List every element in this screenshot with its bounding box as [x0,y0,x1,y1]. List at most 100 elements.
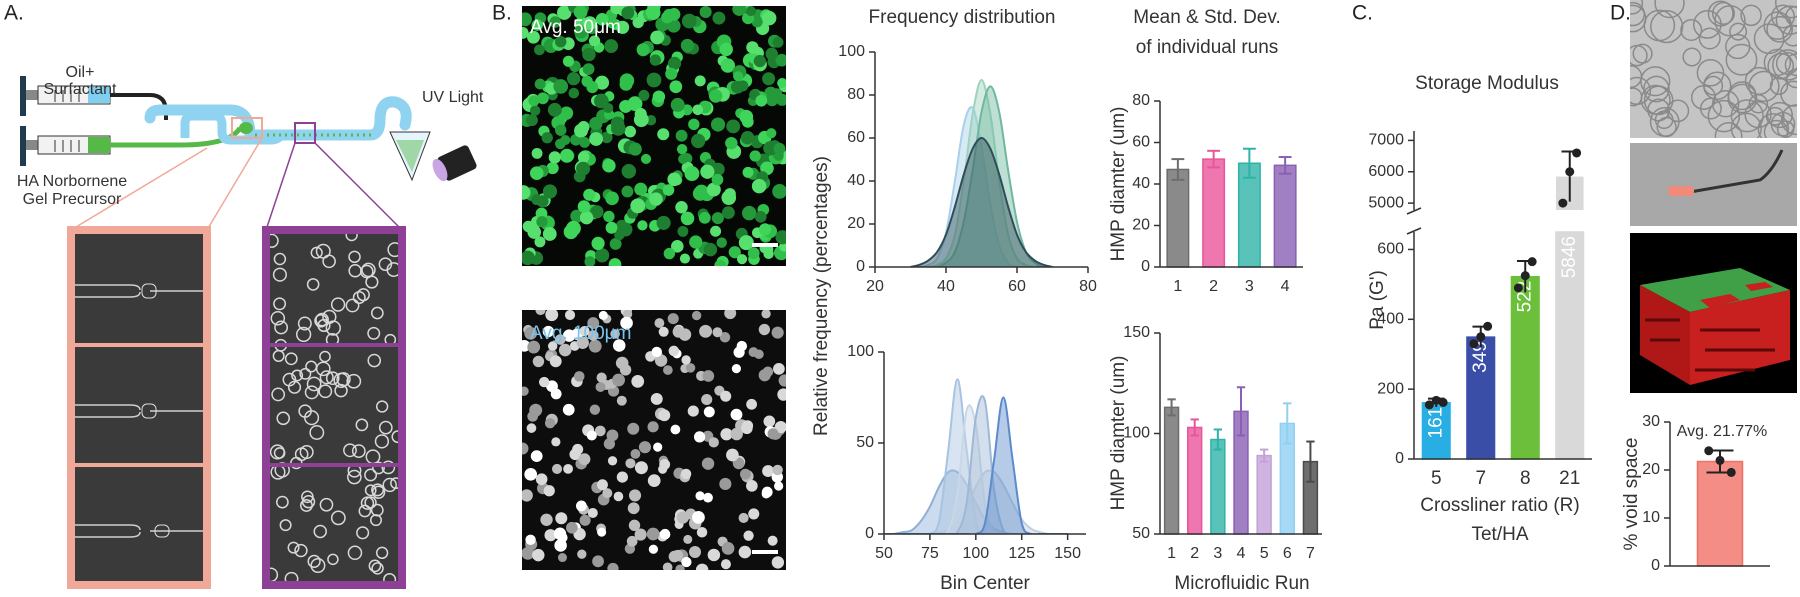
particle [535,473,548,486]
particle [628,489,642,502]
particle [616,471,628,483]
micrograph-droplets-path [270,343,398,467]
particle [595,12,609,26]
particle [531,194,543,206]
particle [1766,15,1794,43]
x-tick-label: 7 [1306,545,1315,562]
particle [566,521,578,534]
particle [270,234,279,248]
particle [542,184,558,199]
device-diagram-rect [88,137,110,153]
particle [672,325,685,338]
x-tick-label: 100 [962,545,989,562]
particle [284,571,299,581]
particle [702,370,715,382]
particle [720,559,731,570]
particle [767,428,779,440]
particle [1696,58,1725,87]
particle [576,161,591,176]
particle [557,552,568,563]
particle [706,182,721,197]
particle [544,529,557,542]
particle [675,129,688,142]
particle [347,469,362,485]
particle [284,352,298,366]
particle [564,310,576,321]
particle [669,80,683,94]
particle [1666,99,1690,123]
particle [605,16,618,29]
x-tick-label: 6 [1283,545,1292,562]
particle [522,26,529,39]
particle [526,114,538,127]
particle [1744,100,1772,129]
particle [1744,66,1774,96]
particle [601,131,613,144]
particle [719,332,731,343]
data-point [1565,167,1575,177]
particle [1630,2,1646,27]
particle [774,420,786,434]
particle [726,119,741,134]
y-tick-label: 0 [1141,258,1150,275]
particle [689,235,703,249]
particle [612,339,626,352]
particle [650,30,665,45]
particle [375,546,389,560]
particle [607,562,619,570]
particle [753,54,766,68]
particle [608,258,622,266]
device-diagram-path [54,90,80,102]
line [910,85,1053,267]
x-tick-label: 1 [1167,545,1176,562]
particle [327,553,339,566]
particle [588,35,601,47]
particle [569,448,581,461]
particle [667,56,682,70]
particle [579,136,591,148]
particle [667,7,681,21]
particle [534,44,545,56]
particle [602,159,616,173]
line [884,395,1068,534]
data-point [1527,257,1537,267]
particle [538,376,550,388]
particle [634,461,648,475]
particle [687,405,699,417]
particle [348,250,361,264]
particle [772,464,783,476]
particle [382,477,397,493]
particle [544,418,556,429]
particle [766,128,777,139]
particle [692,104,704,116]
render-image-path [1640,268,1790,312]
particle [759,223,772,236]
particle [1725,43,1758,76]
particle [287,541,300,554]
particle [742,420,754,432]
particle [554,334,566,345]
particle [699,324,713,338]
particle [370,514,383,527]
particle [1753,23,1785,55]
device-diagram-rect [26,140,38,150]
particle [527,225,542,239]
device-diagram-line [314,142,403,231]
particle [589,132,603,146]
particle [631,375,645,388]
particle [542,227,557,241]
particle [1748,70,1780,102]
particle [775,53,786,67]
particle [1640,66,1671,97]
particle [739,468,751,480]
particle [712,11,726,25]
particle [529,166,544,181]
diagram-label: Gel Precursor [23,191,122,208]
particle [610,116,625,131]
particle [291,369,304,382]
bar [1510,275,1540,460]
x-tick-label: 7 [1475,468,1486,489]
bar [1202,158,1226,268]
device-diagram-rect [20,76,26,116]
line [884,469,1068,534]
